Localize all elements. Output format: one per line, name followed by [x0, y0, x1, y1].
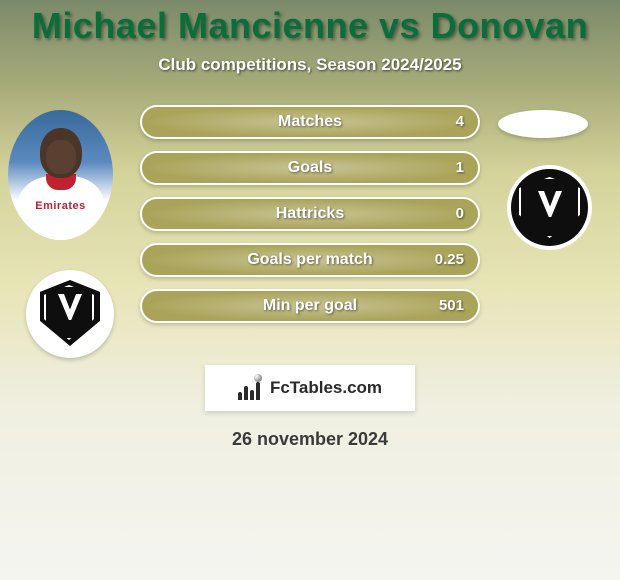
page-subtitle: Club competitions, Season 2024/2025 [0, 55, 620, 75]
player1-sponsor: Emirates [8, 200, 113, 212]
stat-value: 501 [439, 291, 464, 321]
stat-row-min-per-goal: Min per goal 501 [140, 289, 480, 323]
stat-label: Min per goal [142, 291, 478, 321]
source-badge[interactable]: FcTables.com [205, 365, 415, 411]
player2-photo-placeholder [498, 110, 588, 138]
header: Michael Mancienne vs Donovan Club compet… [0, 0, 620, 75]
stat-value: 0 [456, 199, 464, 229]
source-site: FcTables.com [270, 378, 382, 397]
stat-row-goals: Goals 1 [140, 151, 480, 185]
stat-row-matches: Matches 4 [140, 105, 480, 139]
page-title: Michael Mancienne vs Donovan [0, 5, 620, 47]
stat-label: Goals per match [142, 245, 478, 275]
date-label: 26 november 2024 [0, 429, 620, 450]
stats-area: Emirates Matches 4 Goals 1 Hattricks 0 G… [0, 105, 620, 355]
stat-value: 4 [456, 107, 464, 137]
stat-value: 1 [456, 153, 464, 183]
footer: FcTables.com 26 november 2024 [0, 365, 620, 450]
stat-value: 0.25 [435, 245, 464, 275]
fctables-logo-icon [238, 378, 264, 400]
stat-row-goals-per-match: Goals per match 0.25 [140, 243, 480, 277]
stat-row-hattricks: Hattricks 0 [140, 197, 480, 231]
player1-club-badge [26, 270, 114, 358]
stat-label: Goals [142, 153, 478, 183]
player1-photo: Emirates [8, 110, 113, 240]
stat-label: Hattricks [142, 199, 478, 229]
stat-pill-stack: Matches 4 Goals 1 Hattricks 0 Goals per … [140, 105, 480, 335]
player2-club-badge [507, 165, 592, 250]
stat-label: Matches [142, 107, 478, 137]
